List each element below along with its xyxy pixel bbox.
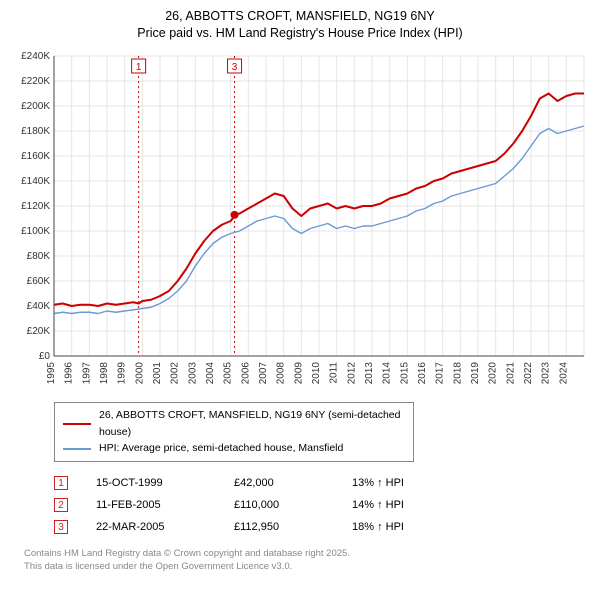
marker-hpi: 18% ↑ HPI (352, 521, 442, 533)
svg-text:2017: 2017 (435, 361, 446, 384)
line-chart-svg: £0 £20K £40K £60K £80K £100K £120K £140K £160K £1… (10, 48, 590, 398)
marker-hpi: 13% ↑ HPI (352, 477, 442, 489)
svg-text:2008: 2008 (276, 361, 287, 384)
svg-text:2013: 2013 (364, 361, 375, 384)
attribution-footer: Contains HM Land Registry data © Crown c… (24, 548, 590, 574)
svg-text:2005: 2005 (223, 361, 234, 384)
svg-text:£240K: £240K (21, 51, 50, 62)
svg-text:2000: 2000 (134, 361, 145, 384)
marker-date: 11-FEB-2005 (96, 499, 206, 511)
svg-text:1995: 1995 (46, 361, 57, 384)
title-line2: Price paid vs. HM Land Registry's House … (137, 26, 462, 40)
svg-text:2014: 2014 (382, 361, 393, 384)
svg-text:2020: 2020 (488, 361, 499, 384)
svg-text:2009: 2009 (293, 361, 304, 384)
page-root: 26, ABBOTTS CROFT, MANSFIELD, NG19 6NY P… (0, 0, 600, 580)
svg-text:2004: 2004 (205, 361, 216, 384)
svg-text:2024: 2024 (558, 361, 569, 384)
marker-badge: 2 (54, 498, 68, 512)
svg-text:2015: 2015 (399, 361, 410, 384)
svg-text:2003: 2003 (187, 361, 198, 384)
marker-row: 3 22-MAR-2005 £112,950 18% ↑ HPI (54, 516, 590, 538)
svg-text:2001: 2001 (152, 361, 163, 384)
svg-text:2023: 2023 (541, 361, 552, 384)
legend-swatch (63, 423, 91, 425)
svg-text:2019: 2019 (470, 361, 481, 384)
svg-text:£180K: £180K (21, 126, 50, 137)
legend-item: 26, ABBOTTS CROFT, MANSFIELD, NG19 6NY (… (63, 407, 405, 441)
svg-text:3: 3 (232, 62, 238, 73)
chart-area: £0 £20K £40K £60K £80K £100K £120K £140K £160K £1… (10, 48, 590, 398)
marker-list: 1 15-OCT-1999 £42,000 13% ↑ HPI 2 11-FEB… (54, 472, 590, 538)
svg-text:£100K: £100K (21, 226, 50, 237)
svg-text:2022: 2022 (523, 361, 534, 384)
svg-text:£20K: £20K (27, 326, 51, 337)
svg-text:£0: £0 (39, 351, 51, 362)
legend-item: HPI: Average price, semi-detached house,… (63, 440, 405, 457)
svg-text:1997: 1997 (81, 361, 92, 384)
svg-text:2006: 2006 (240, 361, 251, 384)
svg-text:1996: 1996 (64, 361, 75, 384)
marker-price: £112,950 (234, 521, 324, 533)
footer-line1: Contains HM Land Registry data © Crown c… (24, 548, 350, 559)
legend: 26, ABBOTTS CROFT, MANSFIELD, NG19 6NY (… (54, 402, 414, 462)
svg-text:2011: 2011 (329, 361, 340, 383)
svg-text:2021: 2021 (505, 361, 516, 384)
legend-label: 26, ABBOTTS CROFT, MANSFIELD, NG19 6NY (… (99, 407, 405, 441)
marker-hpi: 14% ↑ HPI (352, 499, 442, 511)
marker-date: 15-OCT-1999 (96, 477, 206, 489)
svg-text:£40K: £40K (27, 301, 51, 312)
marker-date: 22-MAR-2005 (96, 521, 206, 533)
svg-text:1998: 1998 (99, 361, 110, 384)
legend-label: HPI: Average price, semi-detached house,… (99, 440, 343, 457)
svg-text:£200K: £200K (21, 101, 50, 112)
marker-row: 1 15-OCT-1999 £42,000 13% ↑ HPI (54, 472, 590, 494)
svg-text:2010: 2010 (311, 361, 322, 384)
svg-text:2018: 2018 (452, 361, 463, 384)
svg-text:£120K: £120K (21, 201, 50, 212)
marker-badge: 1 (54, 476, 68, 490)
chart-title: 26, ABBOTTS CROFT, MANSFIELD, NG19 6NY P… (10, 8, 590, 42)
marker-row: 2 11-FEB-2005 £110,000 14% ↑ HPI (54, 494, 590, 516)
svg-text:£140K: £140K (21, 176, 50, 187)
svg-text:2007: 2007 (258, 361, 269, 384)
svg-text:£80K: £80K (27, 251, 51, 262)
svg-text:2002: 2002 (170, 361, 181, 384)
svg-text:£160K: £160K (21, 151, 50, 162)
svg-text:£220K: £220K (21, 76, 50, 87)
legend-swatch (63, 448, 91, 450)
svg-text:2016: 2016 (417, 361, 428, 384)
marker-badge: 3 (54, 520, 68, 534)
marker-price: £42,000 (234, 477, 324, 489)
footer-line2: This data is licensed under the Open Gov… (24, 561, 292, 572)
svg-text:£60K: £60K (27, 276, 51, 287)
marker-price: £110,000 (234, 499, 324, 511)
svg-text:1: 1 (136, 62, 142, 73)
title-line1: 26, ABBOTTS CROFT, MANSFIELD, NG19 6NY (165, 9, 435, 23)
svg-text:2012: 2012 (346, 361, 357, 384)
svg-text:1999: 1999 (117, 361, 128, 384)
